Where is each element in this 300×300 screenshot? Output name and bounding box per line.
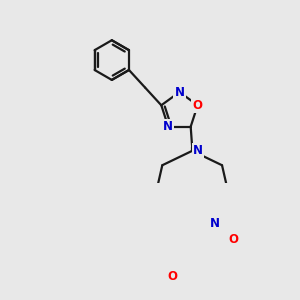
Text: O: O — [229, 233, 239, 246]
Text: N: N — [163, 120, 173, 133]
Text: N: N — [193, 144, 203, 158]
Text: N: N — [210, 217, 220, 230]
Text: O: O — [167, 270, 177, 283]
Text: N: N — [175, 85, 184, 99]
Text: O: O — [193, 99, 202, 112]
